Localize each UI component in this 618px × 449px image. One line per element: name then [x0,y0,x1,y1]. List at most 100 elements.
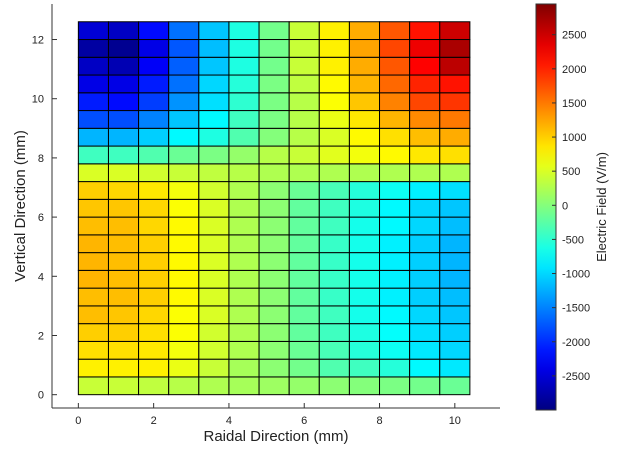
heatmap-cell [77,287,109,307]
heatmap-cell [439,287,471,307]
heatmap-cell [348,21,381,41]
heatmap-cell [288,56,320,76]
x-tick-label: 10 [449,415,461,427]
heatmap-cell [348,110,381,129]
heatmap-cell [318,269,350,289]
heatmap-cell [348,269,381,289]
heatmap-cell [409,340,441,360]
heatmap-cell [107,92,140,112]
heatmap-cell [288,287,320,307]
heatmap-cell [379,21,411,41]
heatmap-cell [288,340,320,360]
heatmap-cell [77,181,109,200]
heatmap-cell [379,74,411,94]
heatmap-cell [138,287,170,307]
heatmap-cell [439,110,471,129]
heatmap-cell [77,39,109,58]
y-axis-label: Vertical Direction (mm) [12,130,29,282]
heatmap-cell [168,74,200,94]
heatmap-cell [318,252,350,271]
heatmap-cell [348,92,381,112]
heatmap-cell [107,39,140,58]
heatmap-cell [348,163,381,183]
heatmap-cell [107,145,140,165]
heatmap-cell [228,198,260,218]
heatmap-cell [138,145,170,165]
heatmap-cell [409,127,441,147]
heatmap-cell [318,110,350,129]
heatmap-cell [198,163,230,183]
colorbar-tick-label: 1500 [562,98,586,110]
heatmap-cell [288,181,320,200]
heatmap-cell [138,39,170,58]
heatmap-cell [198,92,230,112]
heatmap-cell [138,181,170,200]
heatmap-cell [379,358,411,378]
heatmap-cell [409,252,441,271]
heatmap-cell [439,376,471,396]
heatmap-cell [138,21,170,41]
heatmap-cell [409,39,441,58]
heatmap-cell [107,163,140,183]
heatmap-cell [288,234,320,254]
heatmap-cell [318,358,350,378]
heatmap-cell [439,92,471,112]
heatmap-cell [138,110,170,129]
heatmap-cell [107,234,140,254]
heatmap-cell [348,305,381,325]
heatmap-cell [138,127,170,147]
x-axis-label: Raidal Direction (mm) [203,428,348,445]
colorbar-gradient [535,3,557,411]
heatmap-cell [409,110,441,129]
heatmap-cell [198,340,230,360]
y-tick-label: 2 [38,330,44,342]
heatmap-cell [439,127,471,147]
heatmap-cell [228,163,260,183]
colorbar-tick-label: 2500 [562,30,586,42]
heatmap-cell [198,305,230,325]
heatmap-cell [107,376,140,396]
heatmap-cell [258,74,290,94]
heatmap-cell [198,198,230,218]
heatmap-cell [348,287,381,307]
heatmap-cell [409,234,441,254]
heatmap-cell [409,163,441,183]
heatmap-cell [379,287,411,307]
heatmap-cell [168,181,200,200]
heatmap-cell [138,376,170,396]
heatmap-cell [409,198,441,218]
heatmap-cell [228,145,260,165]
heatmap-cell [318,323,350,342]
heatmap-cell [318,163,350,183]
heatmap-cell [379,198,411,218]
heatmap-cell [138,74,170,94]
heatmap-cell [198,145,230,165]
heatmap-cell [168,127,200,147]
heatmap-cell [379,216,411,236]
heatmap-cell [439,269,471,289]
heatmap-cell [409,305,441,325]
heatmap-cell [288,305,320,325]
heatmap-cell [348,323,381,342]
heatmap-cell [258,234,290,254]
heatmap-cell [107,181,140,200]
heatmap-cell [228,340,260,360]
heatmap-cell [107,56,140,76]
heatmap-cell [348,216,381,236]
colorbar-tick-label: 500 [562,166,580,178]
heatmap-cells [77,21,471,396]
heatmap-cell [198,127,230,147]
x-tick-label: 0 [75,415,81,427]
heatmap-cell [228,181,260,200]
heatmap-cell [318,39,350,58]
heatmap-cell [288,21,320,41]
heatmap-cell [439,358,471,378]
heatmap-cell [409,92,441,112]
heatmap-cell [348,145,381,165]
x-tick-label: 6 [301,415,307,427]
heatmap-cell [228,110,260,129]
heatmap-cell [77,145,109,165]
heatmap-cell [348,358,381,378]
colorbar-tick-label: -2000 [562,337,590,349]
heatmap-cell [198,181,230,200]
